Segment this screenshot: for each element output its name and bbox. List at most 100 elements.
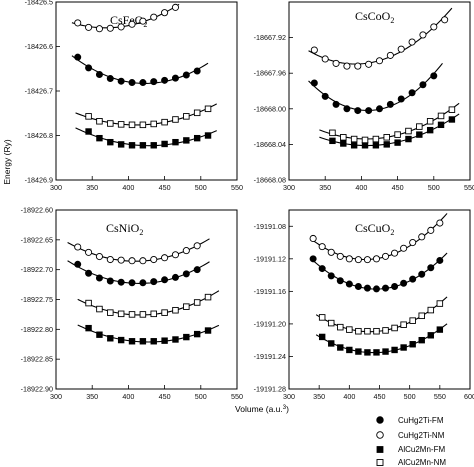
data-point-alcu2mn-nm [340, 134, 347, 141]
data-point-alcu2mn-fm [139, 142, 147, 149]
filled-square-marker [376, 446, 384, 453]
data-point-cuhg2ti-nm [106, 255, 114, 264]
data-point-cuhg2ti-fm [418, 270, 426, 278]
data-point-cuhg2ti-nm [363, 256, 371, 264]
data-point-alcu2mn-fm [204, 327, 212, 334]
data-point-cuhg2ti-fm [182, 71, 190, 79]
data-point-cuhg2ti-fm [74, 53, 82, 61]
data-point-alcu2mn-fm [204, 132, 212, 139]
data-point-cuhg2ti-fm [74, 260, 82, 268]
data-point-alcu2mn-nm [416, 123, 423, 130]
data-point-alcu2mn-nm [337, 323, 344, 331]
data-point-cuhg2ti-nm [441, 16, 449, 24]
panel-cscuo2: 300 350 400 450 500 550 600 -19191.08 -19191.12 -… [254, 209, 474, 401]
data-point-alcu2mn-nm [161, 118, 168, 126]
data-point-alcu2mn-fm [372, 142, 380, 149]
data-point-cuhg2ti-nm [117, 256, 125, 264]
data-point-cuhg2ti-fm [309, 255, 317, 263]
x-tick-label: 350 [319, 183, 331, 192]
data-point-alcu2mn-nm [373, 327, 380, 335]
data-point-alcu2mn-nm [372, 135, 380, 143]
data-point-alcu2mn-nm [96, 118, 103, 125]
legend-item-cuhg2ti-fm: CuHg2Ti-FM [376, 416, 444, 425]
y-tick-label: -19191.24 [254, 352, 286, 361]
data-point-alcu2mn-nm [327, 319, 335, 327]
data-point-alcu2mn-nm [150, 120, 157, 128]
x-tick-label: 450 [159, 392, 171, 401]
data-point-alcu2mn-nm [448, 106, 456, 113]
y-tick-label: -18426.5 [25, 0, 53, 7]
data-point-cuhg2ti-nm [391, 249, 399, 257]
data-point-cuhg2ti-nm [386, 51, 394, 59]
data-point-alcu2mn-fm [329, 137, 336, 145]
data-point-alcu2mn-fm [161, 337, 168, 344]
data-point-alcu2mn-fm [128, 142, 136, 149]
data-point-alcu2mn-fm [448, 116, 456, 123]
data-point-cuhg2ti-nm [310, 46, 318, 54]
data-point-cuhg2ti-fm [408, 89, 416, 97]
data-point-alcu2mn-fm [427, 332, 434, 339]
data-point-cuhg2ti-nm [430, 23, 438, 31]
x-tick-label: 350 [313, 392, 325, 401]
data-point-alcu2mn-nm [204, 293, 212, 301]
x-tick-label: 500 [195, 183, 207, 192]
data-point-cuhg2ti-nm [327, 248, 335, 256]
data-point-alcu2mn-nm [318, 314, 326, 321]
data-point-alcu2mn-fm [340, 140, 347, 147]
data-point-cuhg2ti-fm [128, 279, 136, 287]
panel-title: CsCuO2 [355, 221, 394, 237]
x-tick-label: 400 [122, 183, 134, 192]
y-tick-label: -18922.60 [21, 206, 53, 215]
x-tick-label: 500 [428, 183, 440, 192]
data-point-cuhg2ti-fm [354, 282, 362, 290]
data-point-alcu2mn-nm [183, 113, 190, 120]
data-point-cuhg2ti-fm [318, 265, 326, 273]
data-point-alcu2mn-fm [416, 131, 423, 138]
y-tick-label: -19191.12 [254, 254, 286, 263]
data-point-alcu2mn-fm [150, 338, 157, 345]
data-point-alcu2mn-fm [193, 134, 201, 142]
y-tick-label: -18922.85 [21, 355, 53, 364]
data-point-alcu2mn-fm [139, 338, 147, 345]
data-point-cuhg2ti-nm [74, 243, 82, 251]
data-point-alcu2mn-nm [405, 127, 412, 135]
y-tick-label: -18426.8 [25, 131, 53, 140]
x-tick-label: 450 [374, 392, 386, 401]
x-tick-label: 350 [86, 392, 98, 401]
data-point-alcu2mn-nm [172, 306, 179, 314]
data-point-alcu2mn-nm [418, 312, 425, 320]
data-point-alcu2mn-fm [107, 335, 114, 342]
data-point-alcu2mn-fm [172, 336, 179, 343]
data-point-cuhg2ti-fm [161, 276, 169, 284]
data-point-cuhg2ti-nm [106, 24, 114, 32]
data-point-alcu2mn-fm [346, 346, 353, 354]
data-point-alcu2mn-fm [85, 324, 92, 332]
data-point-cuhg2ti-nm [400, 244, 408, 252]
data-point-alcu2mn-nm [329, 129, 336, 137]
data-point-alcu2mn-fm [96, 134, 103, 142]
data-point-cuhg2ti-fm [382, 284, 390, 292]
x-tick-label: 500 [404, 392, 416, 401]
y-tick-label: -18426.7 [25, 87, 53, 96]
legend-item-cuhg2ti-nm: CuHg2Ti-NM [376, 431, 445, 440]
filled-circle-marker [376, 416, 384, 424]
data-point-alcu2mn-fm [382, 348, 389, 355]
data-point-cuhg2ti-fm [430, 72, 438, 80]
data-point-alcu2mn-fm [405, 135, 412, 143]
data-point-alcu2mn-nm [85, 299, 92, 307]
open-square-marker [376, 459, 384, 466]
y-axis-label: Energy (Ry) [2, 139, 12, 185]
data-point-alcu2mn-nm [128, 311, 136, 318]
y-tick-label: -18668.04 [254, 140, 286, 149]
data-point-alcu2mn-nm [193, 109, 201, 117]
legend-item-alcu2mn-nm: AlCu2Mn-NM [376, 458, 446, 467]
data-point-cuhg2ti-nm [372, 255, 381, 263]
data-point-cuhg2ti-fm [345, 280, 353, 288]
data-point-alcu2mn-nm [350, 135, 358, 143]
fit-curve-cuhg2ti-fm [308, 62, 443, 111]
data-point-alcu2mn-fm [117, 336, 125, 344]
data-point-alcu2mn-nm [172, 116, 179, 123]
data-point-alcu2mn-fm [183, 137, 190, 144]
panel-csnio2: 300 350 400 450 500 550 -18922.60 -18922.65 -189… [21, 206, 243, 402]
data-point-cuhg2ti-fm [139, 279, 147, 287]
